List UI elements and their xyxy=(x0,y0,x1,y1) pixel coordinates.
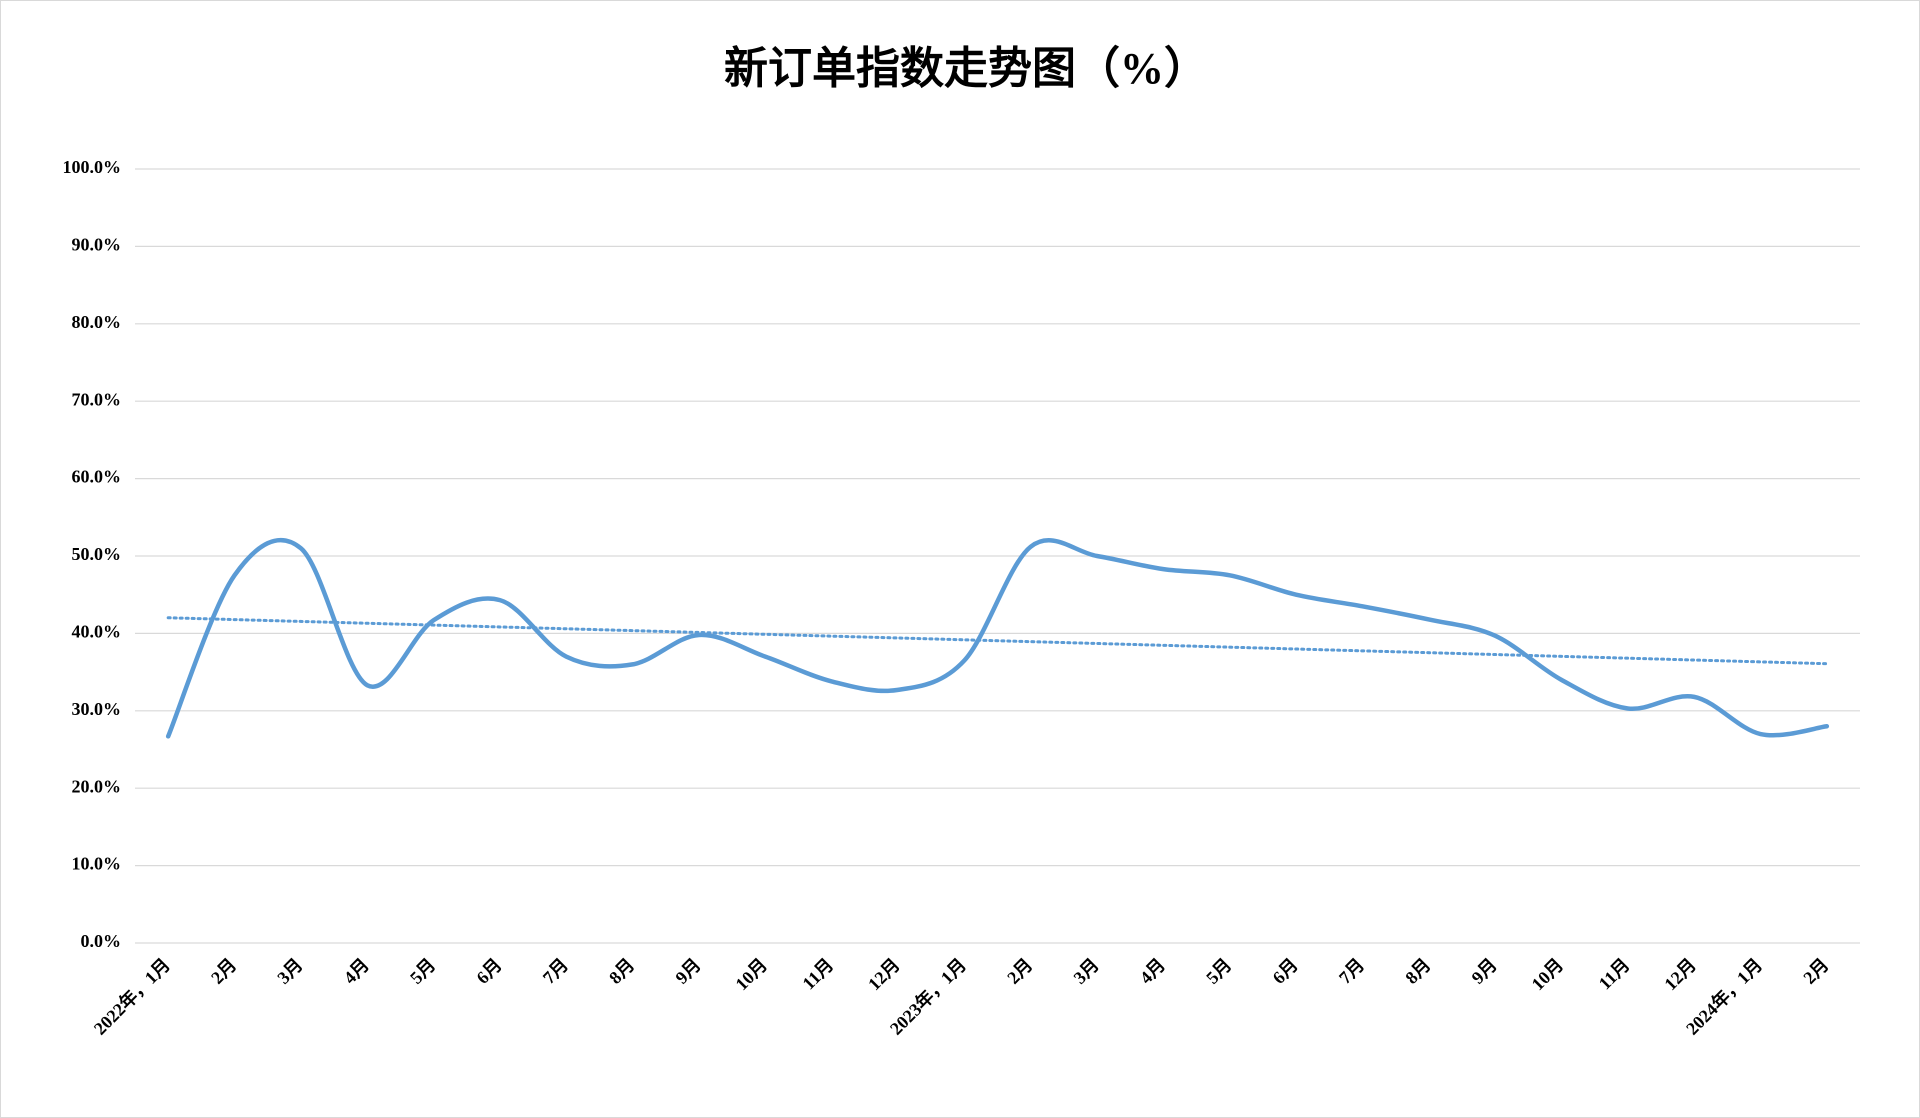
data-line xyxy=(165,537,1830,739)
y-tick-label: 90.0% xyxy=(72,235,122,255)
y-tick-label: 10.0% xyxy=(72,854,122,874)
y-tick-label: 40.0% xyxy=(72,622,122,642)
y-tick-label: 100.0% xyxy=(63,157,122,177)
trend-line xyxy=(166,616,1829,666)
y-tick-label: 30.0% xyxy=(72,699,122,719)
y-tick-label: 70.0% xyxy=(72,389,122,409)
y-tick-label: 60.0% xyxy=(72,467,122,487)
y-tick-label: 50.0% xyxy=(72,544,122,564)
y-tick-label: 0.0% xyxy=(81,931,122,951)
y-tick-label: 80.0% xyxy=(72,312,122,332)
chart-title: 新订单指数走势图（%） xyxy=(724,44,1208,93)
y-tick-label: 20.0% xyxy=(72,776,122,796)
